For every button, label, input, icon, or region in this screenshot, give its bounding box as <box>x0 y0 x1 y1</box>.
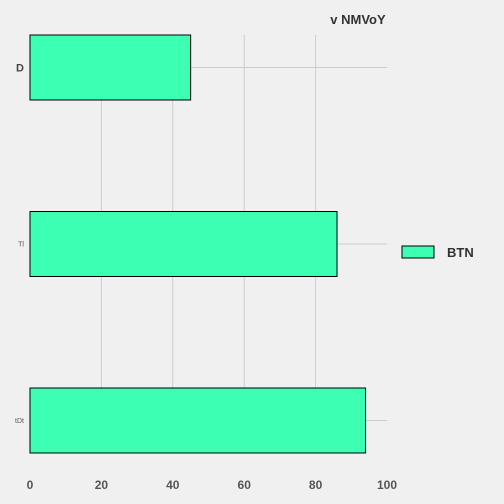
x-tick-label: 40 <box>166 478 180 492</box>
y-tick-label: Tl <box>18 242 24 249</box>
y-axis-ticks: D Tl tDt <box>15 63 24 426</box>
x-tick-label: 0 <box>27 478 34 492</box>
x-tick-label: 20 <box>95 478 109 492</box>
chart-title: v NMVoY <box>330 12 386 27</box>
legend: BTN <box>401 245 474 260</box>
bar-D <box>29 34 192 101</box>
bar-tDt <box>29 387 367 454</box>
x-tick-label: 80 <box>309 478 323 492</box>
x-axis-ticks: 0 20 40 60 80 100 <box>27 478 398 492</box>
legend-swatch <box>401 245 435 259</box>
x-tick-label: 100 <box>377 478 397 492</box>
legend-label: BTN <box>447 245 474 260</box>
bar-Tl <box>29 211 338 277</box>
x-tick-label: 60 <box>238 478 252 492</box>
y-tick-label: D <box>16 63 24 75</box>
y-tick-label: tDt <box>15 418 24 425</box>
bars <box>29 34 367 454</box>
